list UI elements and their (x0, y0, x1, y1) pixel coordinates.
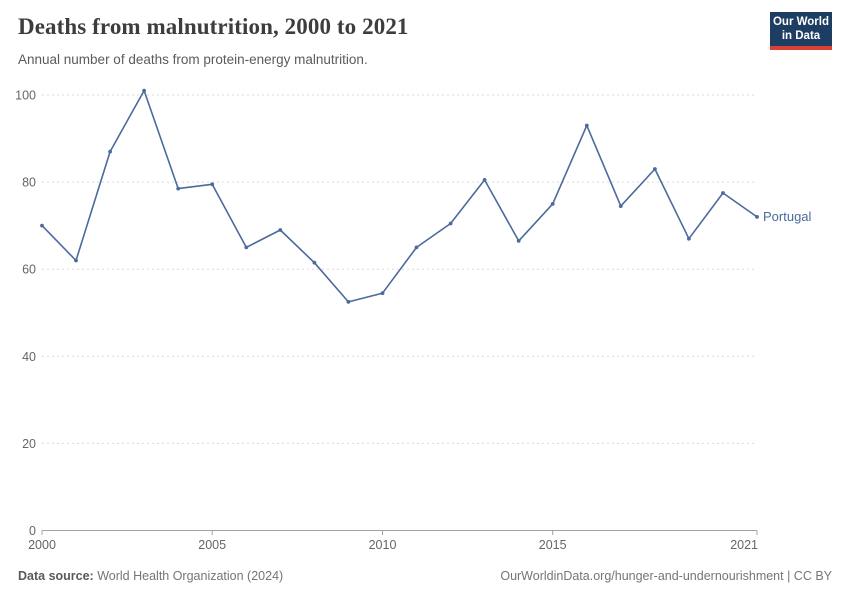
data-point-2018 (653, 167, 657, 171)
data-point-2001 (74, 258, 78, 263)
data-point-2006 (244, 245, 249, 250)
data-point-2004 (176, 186, 181, 191)
data-point-2011 (414, 245, 419, 250)
data-point-2002 (108, 149, 112, 154)
owid-logo-line1: Our World (772, 15, 829, 28)
data-source-text: World Health Organization (2024) (97, 569, 284, 583)
data-point-2014 (516, 239, 521, 243)
data-point-2020 (721, 191, 725, 195)
data-point-2009 (346, 300, 351, 304)
data-point-2008 (312, 260, 317, 265)
y-tick-label-0: 0 (29, 524, 36, 538)
chart-footer: Data source: World Health Organization (… (18, 569, 832, 583)
data-point-2017 (618, 204, 623, 209)
page-subtitle: Annual number of deaths from protein-ene… (18, 52, 368, 67)
owid-logo-line2: in Data (781, 30, 821, 42)
data-source-note: Data source: World Health Organization (… (18, 569, 283, 583)
data-point-2013 (482, 178, 487, 182)
data-point-2021 (755, 215, 759, 219)
x-tick-label-2015: 2015 (539, 538, 567, 552)
x-tick-label-2005: 2005 (198, 538, 226, 552)
data-point-2019 (687, 236, 691, 241)
data-point-2003 (142, 88, 147, 93)
y-tick-label-60: 60 (22, 263, 36, 277)
data-point-2012 (448, 221, 453, 226)
page-title: Deaths from malnutrition, 2000 to 2021 (18, 14, 409, 39)
credit-link[interactable]: OurWorldinData.org/hunger-and-undernouri… (500, 569, 832, 583)
data-point-2010 (380, 291, 385, 296)
data-point-2015 (550, 202, 555, 206)
data-point-2007 (278, 228, 283, 232)
y-tick-label-80: 80 (22, 176, 36, 190)
data-point-2005 (210, 182, 215, 187)
x-tick-label-2010: 2010 (369, 538, 397, 552)
x-tick-label-2000: 2000 (28, 538, 56, 552)
data-point-2016 (584, 123, 589, 128)
y-tick-label-100: 100 (15, 89, 36, 103)
y-tick-label-20: 20 (22, 437, 36, 451)
x-tick-label-2021: 2021 (730, 538, 758, 552)
series-label-portugal: Portugal (763, 209, 812, 224)
y-tick-label-40: 40 (22, 350, 36, 364)
data-point-2000 (40, 223, 44, 228)
data-source-label: Data source: (18, 569, 94, 583)
owid-logo: Our World in Data (770, 12, 832, 50)
line-series-portugal (41, 89, 758, 303)
